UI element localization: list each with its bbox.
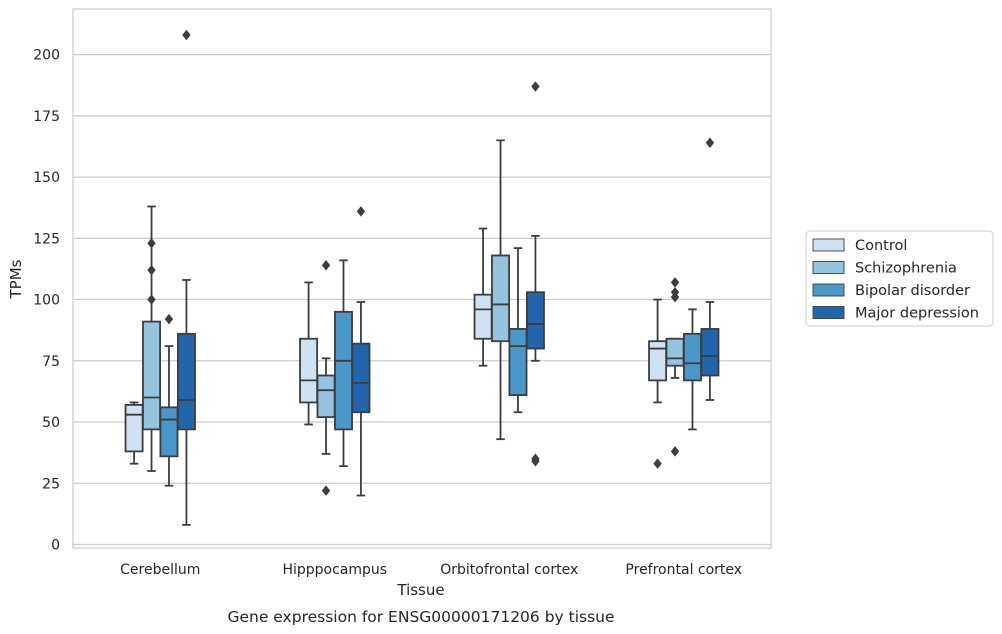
box [683,332,702,382]
outlier-point [321,260,331,271]
x-axis-label: Tissue [396,581,444,599]
box [525,291,545,350]
series-bipolar-disorder [159,247,702,487]
box [299,337,319,404]
series-schizophrenia [142,139,685,496]
outlier-point [670,446,680,457]
y-axis-label: TPMs [7,259,25,299]
box [124,403,144,453]
box-group [491,139,510,441]
outlier-point [147,264,156,276]
legend-frame [805,230,994,327]
box-group [700,137,720,401]
legend-label: Bipolar disorder [855,283,970,299]
outlier-point [321,485,331,496]
y-tick-labels: 0 25 50 75 100 125 150 175 200 [33,48,60,554]
y-tick-label: 175 [33,109,60,125]
box [159,406,179,458]
box-group [508,247,528,414]
y-tick-label: 25 [42,476,60,492]
legend-swatch [812,283,845,297]
x-tick-label: Cerebellum [120,562,200,578]
y-tick-label: 0 [51,538,60,554]
legend: Control Schizophrenia Bipolar disorder Majo… [805,230,994,327]
box-group [299,281,319,426]
box [473,293,493,340]
box-group [142,205,161,472]
legend-swatch [812,306,845,319]
outlier-point [670,277,680,288]
plot-area-frame [72,8,772,549]
outlier-point [531,81,540,92]
series-major-depression [176,29,720,526]
outlier-point [356,206,366,217]
legend-label: Schizophrenia [855,261,957,277]
box [648,340,668,382]
box [176,332,196,431]
box-group [316,260,336,496]
box [142,320,161,431]
outlier-point [670,286,680,298]
legend-label: Control [855,238,907,254]
box-group [334,259,353,468]
box-group [159,313,179,487]
x-tick-label: Hipppocampus [282,562,387,578]
box-group [683,308,702,431]
outlier-point [164,313,174,325]
x-tick-labels: Cerebellum Hipppocampus Orbitofrontal cort… [120,562,742,578]
chart-caption: Gene expression for ENSG00000171206 by t… [227,608,614,626]
y-tick-label: 75 [42,354,60,370]
outlier-point [531,453,540,465]
outlier-point [147,237,156,249]
outlier-point [653,458,662,469]
box-group [351,206,371,497]
y-tick-label: 100 [33,293,60,309]
box [508,328,528,396]
legend-swatch [812,238,845,252]
box [491,254,510,343]
box [700,328,720,377]
legend-swatch [812,261,845,274]
y-tick-label: 50 [42,415,60,431]
outlier-point [705,137,715,149]
box [351,342,371,414]
series-control [124,227,668,469]
box-group [124,401,144,465]
y-tick-label: 125 [33,231,60,247]
box-group [665,277,685,457]
box [665,337,685,367]
box [316,374,336,419]
x-tick-label: Orbitofrontal cortex [440,562,578,578]
legend-label: Major depression [855,306,979,322]
x-tick-label: Prefrontal cortex [625,562,742,578]
outlier-point [147,294,156,305]
box-series-group [124,29,720,526]
box [334,310,353,431]
box-group [176,29,196,526]
y-tick-label: 150 [33,170,60,186]
box-group [525,81,545,467]
y-tick-label: 200 [33,48,60,64]
outlier-point [182,29,191,41]
box-group [473,227,493,367]
